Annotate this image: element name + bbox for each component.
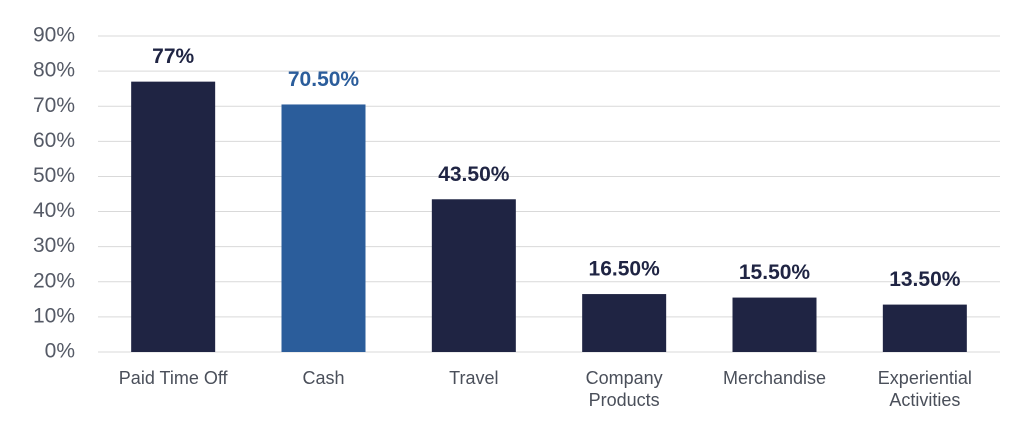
x-tick-label: Merchandise [722,368,827,388]
y-tick-label: 0% [45,340,75,363]
bar [131,81,216,353]
value-label: 43.50% [438,163,510,186]
x-tick-label: Cash [302,368,345,388]
x-tick-label: Travel [449,368,499,388]
y-tick-label: 10% [33,304,75,327]
value-label: 77% [152,45,194,68]
bar [582,294,667,352]
bar [882,304,967,352]
x-tick-label: Paid Time Off [118,368,228,388]
value-label: 70.50% [288,68,360,91]
y-tick-label: 40% [33,199,75,222]
value-label: 16.50% [589,258,661,281]
y-tick-label: 70% [33,94,75,117]
value-label: 13.50% [889,268,961,291]
y-tick-label: 20% [33,269,75,292]
y-tick-label: 60% [33,129,75,152]
bar [281,104,366,352]
bar [732,297,817,352]
x-tick-label: Company Products [585,368,663,410]
y-tick-label: 90% [33,24,75,47]
value-label: 15.50% [739,261,811,284]
x-tick-label: Experiential Activities [877,368,972,410]
bar [431,199,516,352]
y-tick-label: 50% [33,164,75,187]
y-tick-label: 30% [33,234,75,257]
y-tick-label: 80% [33,59,75,82]
